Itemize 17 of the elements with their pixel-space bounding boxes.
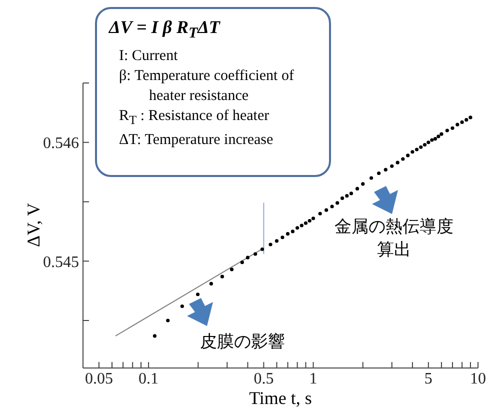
x-tick-label: 1 [309,370,318,388]
annotation: 皮膜の影響 [200,331,285,353]
x-tick-label: 0.05 [84,370,113,388]
annotation: R$_{T}$ : Resistance of heater [118,106,270,129]
text: I: Current [118,46,179,66]
y-tick-label: 0.546 [43,135,79,152]
x-axis-title: Time t, s [248,388,313,409]
x-tick-label: 0.1 [138,370,159,388]
annotation: β: Temperature coefficient of heater resistance [118,66,295,106]
x-tick-label: 10 [470,370,486,388]
y-axis-title: ΔV, V [24,202,44,249]
text: ΔV = I β R$_{T}$ΔT [109,16,222,44]
x-tick-label: 5 [424,370,432,388]
x-tick-label: 0.5 [254,370,274,388]
annotation: 金属の熱伝導度算出 [334,216,454,261]
y-tick-label: 0.545 [43,254,79,271]
annotation: ΔT: Temperature increase [118,130,274,150]
